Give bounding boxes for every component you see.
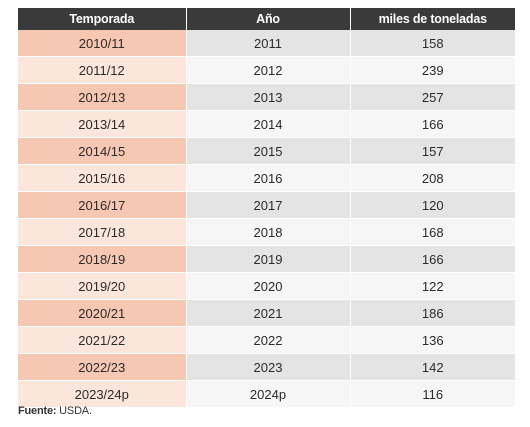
cell-ano: 2016 [186, 164, 351, 192]
cell-miles-de-toneladas: 239 [350, 56, 515, 84]
cell-temporada: 2020/21 [18, 299, 187, 327]
cell-ano: 2011 [186, 30, 351, 57]
cell-miles-de-toneladas: 166 [350, 110, 515, 138]
cell-miles-de-toneladas: 257 [350, 83, 515, 111]
table-row: 2016/17 2017 120 [18, 191, 515, 219]
cell-ano: 2020 [186, 272, 351, 300]
table-row: 2010/11 2011 158 [18, 30, 515, 57]
table-body: 2010/11 2011 158 2011/12 2012 239 2012/13 2013 2… [18, 30, 515, 408]
cell-miles-de-toneladas: 157 [350, 137, 515, 165]
cell-miles-de-toneladas: 122 [350, 272, 515, 300]
cell-miles-de-toneladas: 166 [350, 245, 515, 273]
cell-ano: 2018 [186, 218, 351, 246]
cell-temporada: 2023/24p [18, 380, 187, 408]
cell-temporada: 2013/14 [18, 110, 187, 138]
table-row: 2012/13 2013 257 [18, 83, 515, 111]
cell-ano: 2014 [186, 110, 351, 138]
table-row: 2011/12 2012 239 [18, 56, 515, 84]
table-row: 2020/21 2021 186 [18, 299, 515, 327]
column-header-ano: Año [186, 8, 351, 30]
cell-ano: 2021 [186, 299, 351, 327]
cell-ano: 2024p [186, 380, 351, 408]
cell-miles-de-toneladas: 158 [350, 30, 515, 57]
cell-miles-de-toneladas: 142 [350, 353, 515, 381]
cell-temporada: 2018/19 [18, 245, 187, 273]
table-row: 2021/22 2022 136 [18, 326, 515, 354]
column-header-miles-de-toneladas: miles de toneladas [350, 8, 515, 30]
cell-miles-de-toneladas: 136 [350, 326, 515, 354]
column-header-temporada: Temporada [18, 8, 187, 30]
cell-temporada: 2015/16 [18, 164, 187, 192]
data-table: Temporada Año miles de toneladas 2010/11… [18, 8, 515, 408]
source-label: Fuente: [18, 405, 57, 417]
table-row: 2023/24p 2024p 116 [18, 380, 515, 408]
cell-temporada: 2019/20 [18, 272, 187, 300]
cell-temporada: 2021/22 [18, 326, 187, 354]
cell-ano: 2017 [186, 191, 351, 219]
cell-miles-de-toneladas: 168 [350, 218, 515, 246]
cell-ano: 2013 [186, 83, 351, 111]
cell-temporada: 2014/15 [18, 137, 187, 165]
cell-temporada: 2017/18 [18, 218, 187, 246]
cell-miles-de-toneladas: 116 [350, 380, 515, 408]
cell-miles-de-toneladas: 120 [350, 191, 515, 219]
cell-temporada: 2011/12 [18, 56, 187, 84]
cell-ano: 2019 [186, 245, 351, 273]
cell-temporada: 2022/23 [18, 353, 187, 381]
table-row: 2018/19 2019 166 [18, 245, 515, 273]
cell-ano: 2023 [186, 353, 351, 381]
cell-temporada: 2012/13 [18, 83, 187, 111]
cell-temporada: 2010/11 [18, 30, 187, 57]
data-table-container: Temporada Año miles de toneladas 2010/11… [18, 8, 515, 408]
table-row: 2014/15 2015 157 [18, 137, 515, 165]
table-row: 2017/18 2018 168 [18, 218, 515, 246]
cell-miles-de-toneladas: 186 [350, 299, 515, 327]
cell-temporada: 2016/17 [18, 191, 187, 219]
table-row: 2022/23 2023 142 [18, 353, 515, 381]
table-row: 2019/20 2020 122 [18, 272, 515, 300]
table-row: 2013/14 2014 166 [18, 110, 515, 138]
cell-ano: 2022 [186, 326, 351, 354]
source-text: USDA. [56, 405, 92, 417]
source-note: Fuente: USDA. [18, 405, 92, 417]
cell-miles-de-toneladas: 208 [350, 164, 515, 192]
table-header-row: Temporada Año miles de toneladas [18, 8, 515, 30]
cell-ano: 2015 [186, 137, 351, 165]
cell-ano: 2012 [186, 56, 351, 84]
table-row: 2015/16 2016 208 [18, 164, 515, 192]
